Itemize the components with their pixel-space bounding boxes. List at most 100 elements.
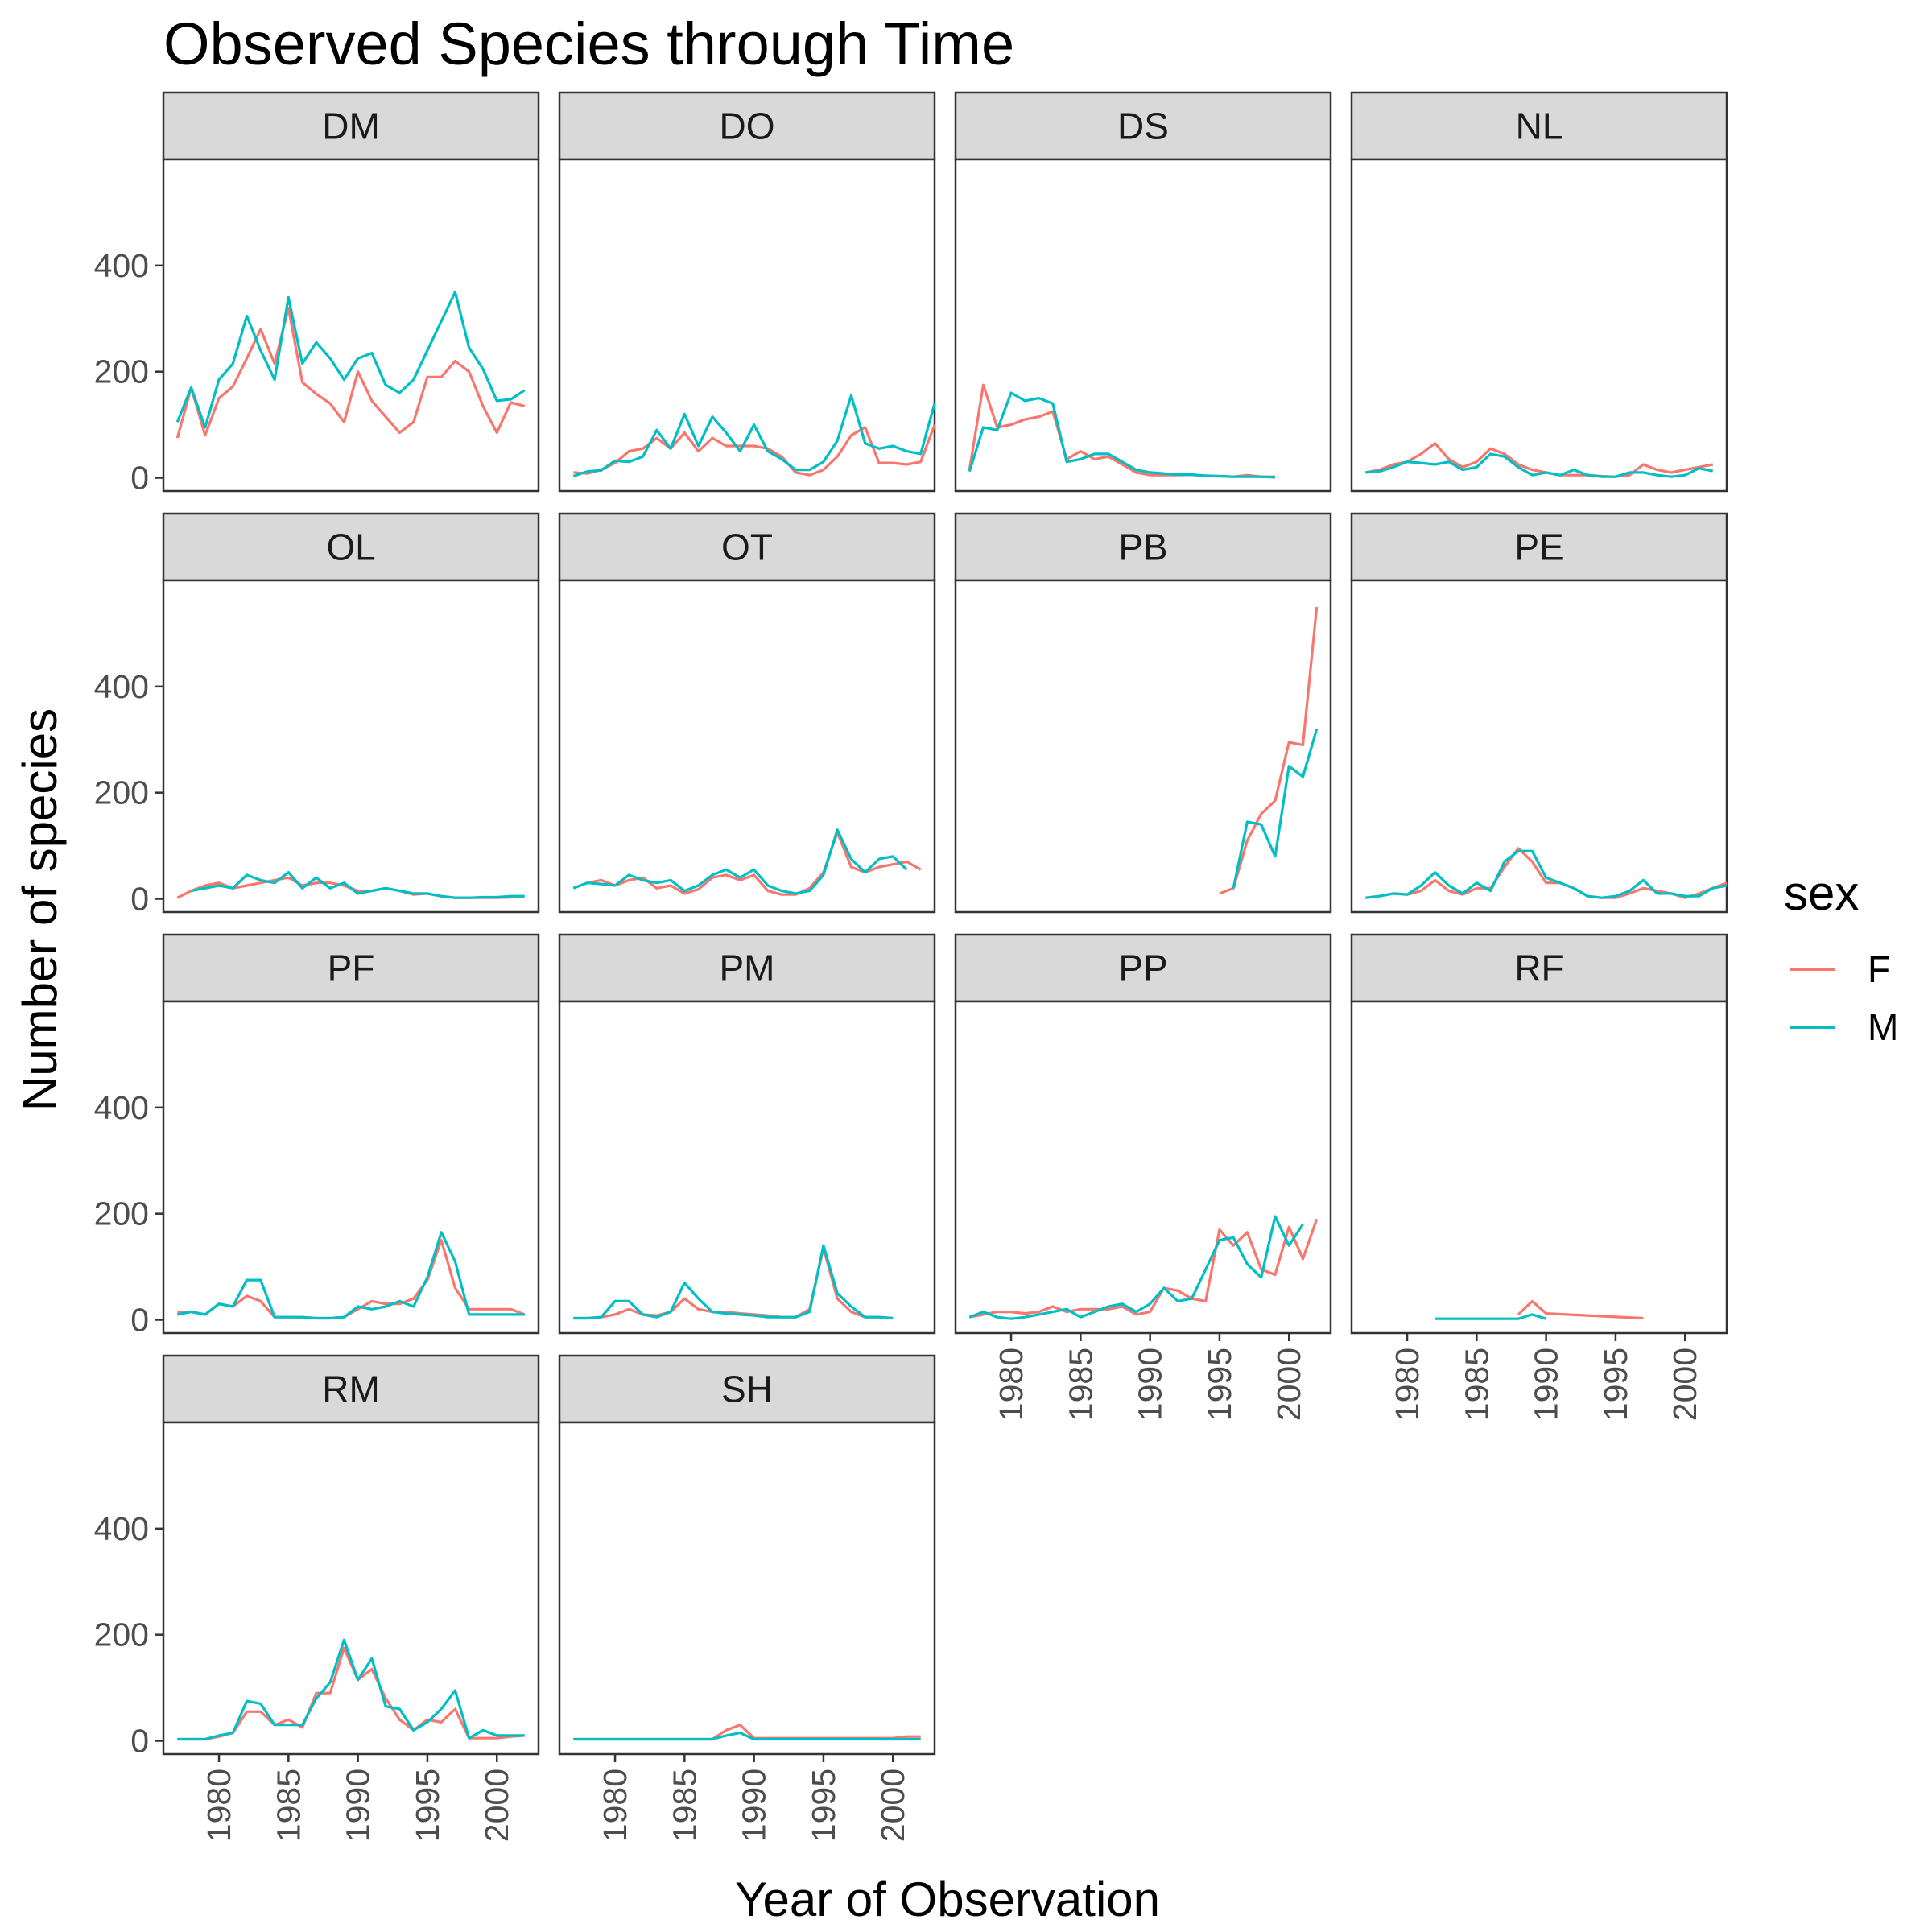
panel-background [954, 158, 1332, 493]
y-tick-label: 0 [130, 1302, 149, 1339]
series-line-m [1365, 452, 1714, 478]
y-tick-label: 0 [130, 1723, 149, 1760]
panel-background [558, 1421, 936, 1756]
panel-background [162, 158, 540, 493]
facet-strip [162, 512, 540, 582]
facet-panel-pf: PF 0 200 400 [94, 933, 540, 1339]
facet-panel-nl: NL [1350, 91, 1728, 493]
x-tick-label: 1985 [270, 1769, 307, 1842]
x-tick-label: 1985 [1062, 1348, 1099, 1421]
legend-label-f: F [1868, 948, 1890, 990]
facet-strip [954, 91, 1332, 161]
x-tick-label: 2000 [874, 1769, 911, 1842]
y-tick-label: 200 [94, 1616, 149, 1653]
series-line-m [573, 1244, 894, 1320]
facet-strip-label: DS [1117, 105, 1169, 147]
facet-panel-sh: SH 1980 1985 1990 1995 2000 [558, 1354, 936, 1842]
series-line-m [176, 1231, 525, 1320]
facet-strip [162, 933, 540, 1003]
facet-strip-label: OT [721, 526, 773, 568]
x-tick-label: 1990 [736, 1769, 773, 1842]
facet-strip-label: PM [720, 947, 775, 989]
facet-strip [162, 91, 540, 161]
legend: sex F M [1784, 866, 1898, 1048]
series-line-f [968, 1218, 1319, 1319]
facet-strip [954, 933, 1332, 1003]
x-tick-label: 1990 [340, 1769, 377, 1842]
facet-strip-label: NL [1516, 105, 1563, 147]
facet-strip [162, 1354, 540, 1424]
series-line-m [968, 391, 1276, 479]
series-line-f [1364, 442, 1714, 478]
series-line-m [177, 1638, 525, 1741]
facet-strip-label: PB [1118, 526, 1167, 568]
series-line-m [968, 1215, 1304, 1320]
facet-strip-label: PP [1118, 947, 1167, 989]
facet-panel-ds: DS [954, 91, 1332, 493]
facet-panel-rm: RM 0 200 400 1980 1985 1990 1995 2000 [94, 1354, 540, 1842]
x-tick-label: 1995 [805, 1769, 842, 1842]
facet-panel-pb: PB [954, 512, 1332, 914]
x-tick-label: 1995 [409, 1769, 446, 1842]
series-line-f [573, 424, 936, 477]
facet-panels: DM 0 200 400 DO DS NL OL 0 200 400 OT PB PE PF 0 200 400 P… [94, 91, 1728, 1842]
series-line-m [572, 394, 936, 478]
facet-panel-pm: PM [558, 933, 936, 1335]
panel-background [954, 579, 1332, 914]
panel-background [558, 579, 936, 914]
y-tick-label: 400 [94, 1089, 149, 1126]
x-tick-label: 1995 [1201, 1348, 1238, 1421]
facet-panel-pp: PP 1980 1985 1990 1995 2000 [954, 933, 1332, 1421]
x-tick-label: 1980 [993, 1348, 1030, 1421]
panel-background [162, 1000, 540, 1335]
facet-panel-dm: DM 0 200 400 [94, 91, 540, 497]
chart-title: Observed Species through Time [163, 10, 1014, 77]
x-tick-label: 1985 [666, 1769, 703, 1842]
x-tick-label: 1995 [1597, 1348, 1634, 1421]
facet-strip [954, 512, 1332, 582]
legend-title: sex [1784, 866, 1859, 920]
panel-background [954, 1000, 1332, 1335]
x-tick-label: 2000 [1666, 1348, 1703, 1421]
series-line-m [1365, 849, 1728, 899]
facet-strip-label: PF [328, 947, 375, 989]
series-line-f [175, 307, 526, 439]
series-line-m [573, 1732, 921, 1741]
facet-strip-label: DM [322, 105, 380, 147]
y-tick-label: 200 [94, 774, 149, 811]
series-line-f [573, 1246, 894, 1320]
series-line-m [1435, 1313, 1547, 1320]
x-tick-label: 1980 [597, 1769, 634, 1842]
facet-strip-label: RF [1514, 947, 1563, 989]
facet-strip [558, 512, 936, 582]
x-tick-label: 2000 [478, 1769, 515, 1842]
facet-strip-label: OL [326, 526, 375, 568]
series-line-m [572, 828, 908, 895]
x-axis-title: Year of Observation [735, 1872, 1160, 1926]
x-tick-label: 1980 [200, 1769, 237, 1842]
x-tick-label: 1990 [1132, 1348, 1169, 1421]
facet-panel-do: DO [558, 91, 936, 493]
panel-background [558, 1000, 936, 1335]
series-line-f [1517, 1299, 1644, 1320]
facet-strip [1350, 933, 1728, 1003]
panel-background [1350, 1000, 1728, 1335]
y-tick-label: 400 [94, 668, 149, 705]
facet-strip [1350, 512, 1728, 582]
panel-background [162, 579, 540, 914]
x-tick-label: 1985 [1458, 1348, 1495, 1421]
panel-background [162, 1421, 540, 1756]
y-tick-label: 0 [130, 460, 149, 497]
series-line-m [175, 291, 526, 429]
facet-panel-pe: PE [1350, 512, 1728, 914]
y-tick-label: 0 [130, 881, 149, 918]
facet-strip-label: PE [1514, 526, 1563, 568]
panel-background [1350, 158, 1728, 493]
facet-panel-ol: OL 0 200 400 [94, 512, 540, 918]
legend-label-m: M [1868, 1006, 1898, 1048]
x-tick-label: 1990 [1528, 1348, 1565, 1421]
y-tick-label: 400 [94, 1510, 149, 1547]
facet-strip-label: DO [720, 105, 775, 147]
facet-strip [558, 1354, 936, 1424]
